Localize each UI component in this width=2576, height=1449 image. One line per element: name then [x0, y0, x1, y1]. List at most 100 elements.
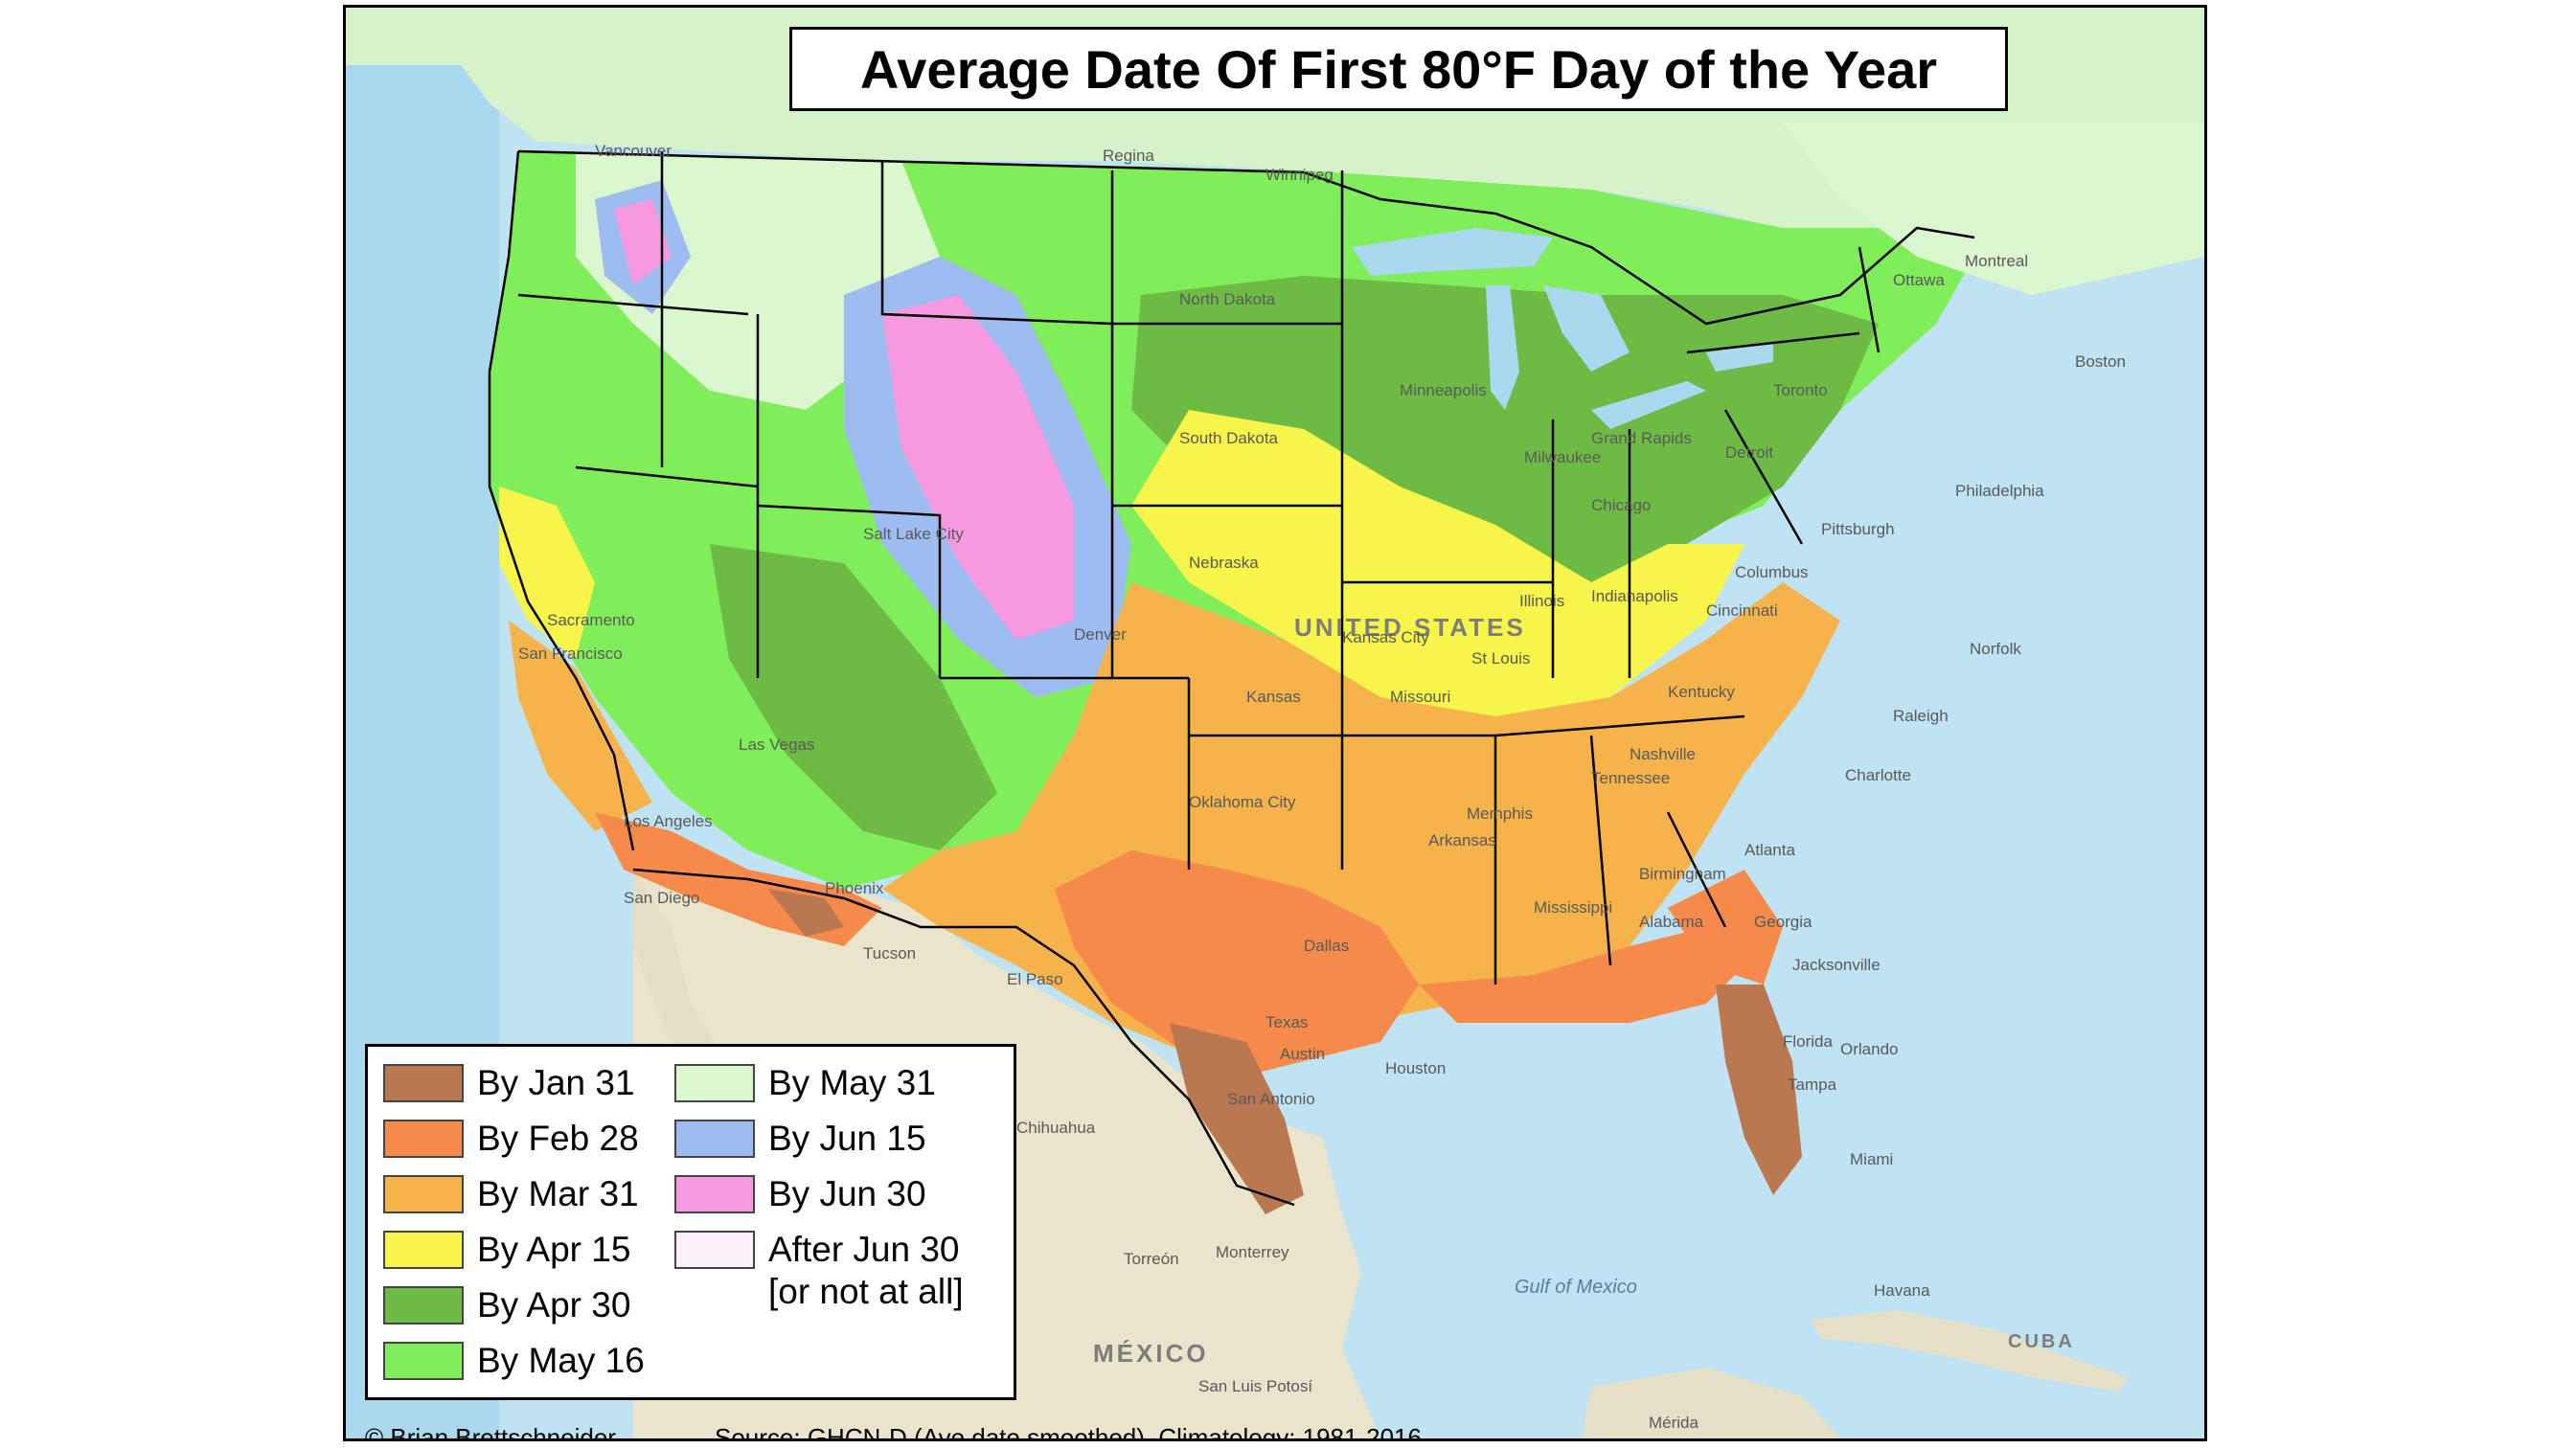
zone-jun30-rockies — [882, 295, 1074, 640]
label-arkansas: Arkansas — [1428, 831, 1496, 849]
label-illinois: Illinois — [1519, 592, 1565, 610]
label-detroit: Detroit — [1725, 443, 1774, 462]
label-mexico: MÉXICO — [1093, 1339, 1209, 1368]
label-winnipeg: Winnipeg — [1265, 166, 1334, 184]
label-south-dakota: South Dakota — [1179, 429, 1279, 447]
label-chicago: Chicago — [1591, 496, 1652, 514]
label-merida: Mérida — [1649, 1414, 1698, 1432]
label-atlanta: Atlanta — [1744, 841, 1795, 859]
legend-item: After Jun 30 [or not at all] — [674, 1229, 964, 1313]
legend-item: By May 31 — [674, 1062, 936, 1104]
label-philadelphia: Philadelphia — [1955, 482, 2044, 500]
zone-jun30-cascades — [614, 199, 672, 285]
west-coast — [488, 150, 635, 851]
label-kansas: Kansas — [1246, 688, 1301, 706]
zone-feb28-gulf — [1419, 927, 1744, 1023]
label-nebraska: Nebraska — [1189, 554, 1259, 572]
label-havana: Havana — [1874, 1281, 1930, 1300]
label-tennessee: Tennessee — [1591, 769, 1671, 787]
zone-apr15-west — [499, 487, 595, 659]
label-oklahoma-city: Oklahoma City — [1189, 793, 1296, 811]
zone-jan31-fl — [1716, 985, 1802, 1195]
legend-item: By Mar 31 — [383, 1173, 639, 1215]
label-united-states: UNITED STATES — [1294, 613, 1526, 642]
label-san-antonio: San Antonio — [1227, 1090, 1315, 1108]
lake-huron — [1543, 285, 1630, 372]
label-kansas-city: Kansas City — [1342, 628, 1429, 646]
label-ottawa: Ottawa — [1893, 271, 1945, 289]
legend-item: By Feb 28 — [383, 1118, 639, 1160]
label-texas: Texas — [1265, 1013, 1309, 1031]
label-el-paso: El Paso — [1007, 970, 1063, 988]
label-dallas: Dallas — [1304, 937, 1350, 955]
legend-label: By May 16 — [477, 1341, 645, 1380]
label-indianapolis: Indianapolis — [1591, 587, 1678, 605]
legend-swatch — [383, 1175, 464, 1213]
label-san-francisco: San Francisco — [518, 645, 623, 663]
label-denver: Denver — [1074, 625, 1127, 644]
label-birmingham: Birmingham — [1639, 865, 1726, 883]
legend-swatch — [383, 1231, 464, 1269]
label-houston: Houston — [1385, 1059, 1447, 1077]
label-monterrey: Monterrey — [1216, 1243, 1289, 1261]
label-regina: Regina — [1103, 147, 1154, 165]
label-cincinnati: Cincinnati — [1706, 601, 1778, 620]
legend-item: By Apr 30 — [383, 1284, 630, 1326]
label-boston: Boston — [2075, 352, 2126, 371]
zone-feb28-tx — [1055, 850, 1419, 1080]
label-milwaukee: Milwaukee — [1524, 448, 1602, 466]
label-sacramento: Sacramento — [547, 611, 635, 629]
zone-may31-ne — [1783, 123, 2204, 295]
author-credit: © Brian Brettschneider — [365, 1423, 616, 1441]
label-toronto: Toronto — [1773, 381, 1828, 399]
label-alabama: Alabama — [1639, 913, 1704, 931]
legend-item: By Jun 15 — [674, 1118, 926, 1160]
label-las-vegas: Las Vegas — [739, 736, 815, 754]
legend-swatch — [383, 1342, 464, 1380]
label-salt-lake-city: Salt Lake City — [863, 525, 964, 543]
lake-michigan — [1486, 285, 1519, 410]
legend-label: By Feb 28 — [477, 1119, 639, 1158]
map-title: Average Date Of First 80°F Day of the Ye… — [859, 38, 1938, 100]
legend-label: By Jun 30 — [768, 1174, 926, 1213]
legend-label: By Apr 15 — [477, 1230, 631, 1269]
us-canada-border — [517, 149, 1975, 326]
label-missouri: Missouri — [1390, 688, 1451, 706]
legend-item: By Apr 15 — [383, 1229, 630, 1271]
map-frame: UNITED STATES MÉXICO CUBA Gulf of Mexico… — [343, 5, 2207, 1441]
legend: By Jan 31 By Feb 28 By Mar 31 By Apr 15 … — [365, 1044, 1016, 1400]
legend-item: By May 16 — [383, 1340, 645, 1382]
legend-swatch — [674, 1120, 755, 1158]
lake-erie — [1591, 381, 1706, 429]
label-gulf: Gulf of Mexico — [1515, 1277, 1637, 1298]
yucatan-land — [1582, 1368, 1840, 1438]
label-san-diego: San Diego — [624, 889, 700, 907]
legend-label: By May 31 — [768, 1063, 936, 1102]
label-chihuahua: Chihuahua — [1016, 1119, 1096, 1137]
legend-swatch — [674, 1064, 755, 1102]
label-montreal: Montreal — [1965, 252, 2029, 270]
label-vancouver: Vancouver — [595, 142, 672, 160]
legend-label: After Jun 30 [or not at all] — [768, 1230, 964, 1311]
label-norfolk: Norfolk — [1970, 640, 2021, 658]
title-box: Average Date Of First 80°F Day of the Ye… — [789, 27, 2008, 111]
zone-jan31-az — [767, 889, 844, 937]
label-north-dakota: North Dakota — [1179, 290, 1276, 308]
legend-label: By Jun 15 — [768, 1119, 926, 1158]
label-jacksonville: Jacksonville — [1792, 956, 1881, 974]
label-raleigh: Raleigh — [1893, 707, 1949, 725]
zone-jan31-tx — [1170, 1023, 1304, 1214]
label-tucson: Tucson — [863, 944, 917, 962]
lake-superior — [1352, 228, 1553, 276]
legend-label: By Apr 30 — [477, 1285, 631, 1324]
label-tampa: Tampa — [1788, 1075, 1837, 1094]
label-miami: Miami — [1850, 1150, 1894, 1168]
zone-mar31-ca — [509, 621, 652, 831]
label-memphis: Memphis — [1467, 804, 1533, 823]
label-orlando: Orlando — [1840, 1040, 1899, 1058]
great-lakes — [1352, 228, 1773, 429]
legend-swatch — [383, 1286, 464, 1324]
zone-apr30-west — [710, 544, 997, 850]
label-florida: Florida — [1783, 1032, 1833, 1051]
label-charlotte: Charlotte — [1845, 766, 1911, 784]
